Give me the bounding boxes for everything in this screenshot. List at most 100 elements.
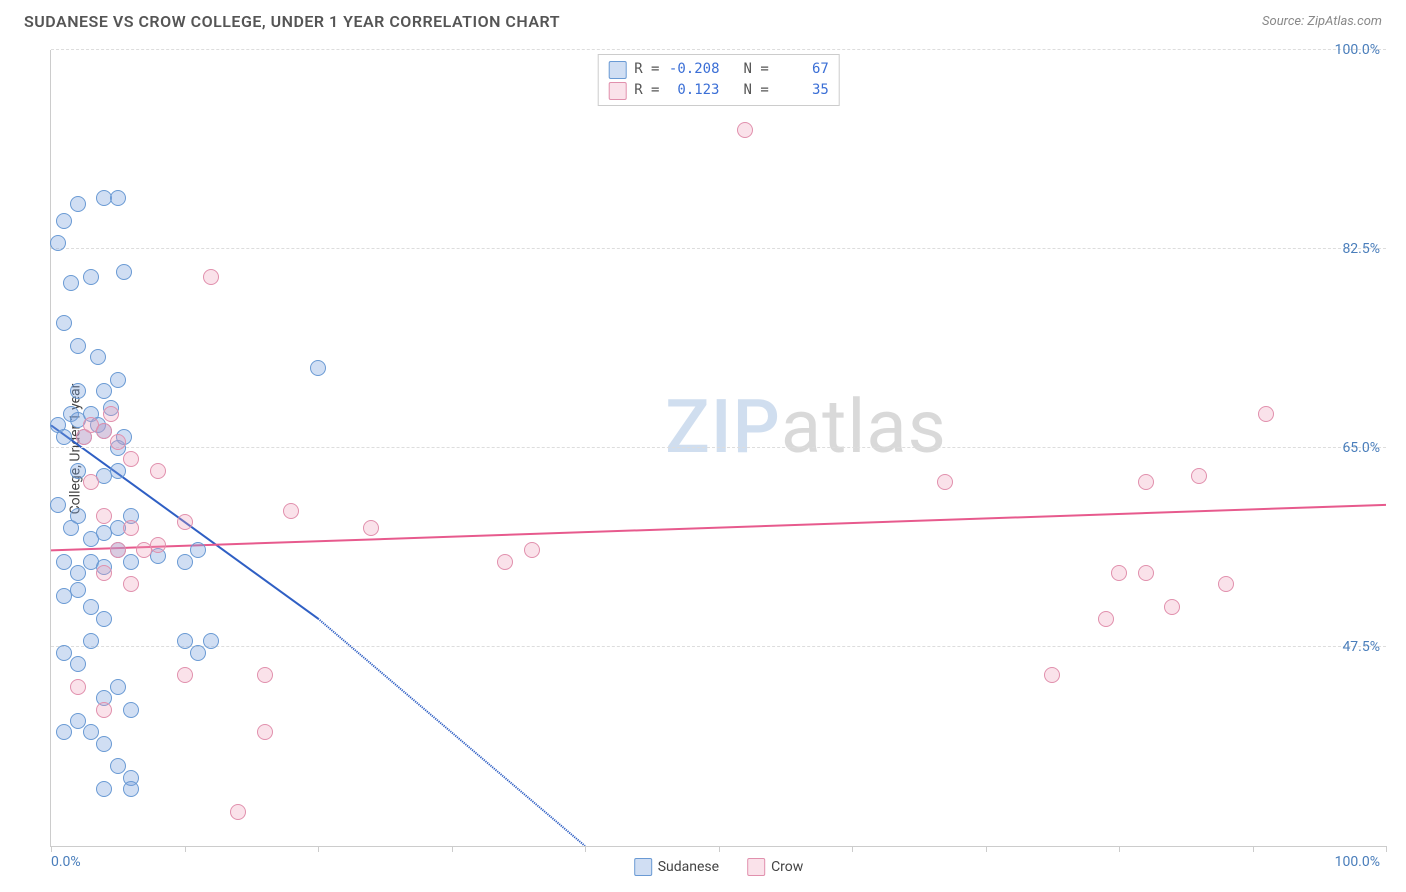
point-sudanese bbox=[96, 736, 112, 752]
n-label: N = bbox=[744, 80, 769, 101]
stats-row-crow: R = 0.123 N = 35 bbox=[608, 80, 829, 101]
point-sudanese bbox=[110, 463, 126, 479]
point-crow bbox=[96, 423, 112, 439]
x-tick bbox=[986, 846, 987, 852]
point-crow bbox=[123, 520, 139, 536]
point-sudanese bbox=[70, 565, 86, 581]
bottom-legend: Sudanese Crow bbox=[634, 858, 804, 876]
point-crow bbox=[283, 503, 299, 519]
r-value: 0.123 bbox=[668, 80, 720, 101]
point-crow bbox=[497, 554, 513, 570]
point-crow bbox=[1138, 565, 1154, 581]
x-tick bbox=[585, 846, 586, 852]
point-crow bbox=[363, 520, 379, 536]
gridline bbox=[51, 646, 1386, 647]
r-label: R = bbox=[634, 80, 659, 101]
n-value: 35 bbox=[777, 80, 829, 101]
x-max-label: 100.0% bbox=[1335, 854, 1380, 870]
legend-swatch-sudanese bbox=[634, 858, 652, 876]
x-min-label: 0.0% bbox=[51, 854, 81, 870]
legend-label: Sudanese bbox=[658, 859, 719, 875]
trend-lines bbox=[51, 50, 1386, 846]
point-crow bbox=[203, 269, 219, 285]
point-crow bbox=[257, 667, 273, 683]
point-sudanese bbox=[190, 645, 206, 661]
point-crow bbox=[1191, 468, 1207, 484]
y-tick-label: 65.0% bbox=[1342, 440, 1380, 456]
point-crow bbox=[1258, 406, 1274, 422]
point-crow bbox=[1218, 576, 1234, 592]
x-tick bbox=[452, 846, 453, 852]
n-label: N = bbox=[744, 59, 769, 80]
point-sudanese bbox=[56, 213, 72, 229]
stats-box: R = -0.208 N = 67 R = 0.123 N = 35 bbox=[597, 54, 840, 106]
plot-region: ZIPatlas R = -0.208 N = 67 R = 0.123 N =… bbox=[50, 50, 1386, 847]
point-sudanese bbox=[110, 190, 126, 206]
point-sudanese bbox=[50, 497, 66, 513]
legend-item-crow: Crow bbox=[747, 858, 803, 876]
point-sudanese bbox=[83, 599, 99, 615]
n-value: 67 bbox=[777, 59, 829, 80]
gridline bbox=[51, 447, 1386, 448]
legend-label: Crow bbox=[771, 859, 803, 875]
point-crow bbox=[1111, 565, 1127, 581]
x-tick bbox=[1253, 846, 1254, 852]
y-tick-label: 100.0% bbox=[1335, 42, 1380, 58]
point-crow bbox=[110, 434, 126, 450]
point-crow bbox=[83, 474, 99, 490]
point-crow bbox=[257, 724, 273, 740]
point-crow bbox=[150, 463, 166, 479]
point-crow bbox=[96, 565, 112, 581]
point-sudanese bbox=[110, 679, 126, 695]
point-crow bbox=[1044, 667, 1060, 683]
point-sudanese bbox=[203, 633, 219, 649]
point-sudanese bbox=[50, 235, 66, 251]
point-sudanese bbox=[70, 656, 86, 672]
point-sudanese bbox=[96, 611, 112, 627]
point-crow bbox=[96, 508, 112, 524]
point-sudanese bbox=[96, 781, 112, 797]
point-crow bbox=[177, 667, 193, 683]
point-sudanese bbox=[123, 554, 139, 570]
point-sudanese bbox=[56, 554, 72, 570]
point-crow bbox=[70, 679, 86, 695]
x-tick bbox=[185, 846, 186, 852]
point-sudanese bbox=[70, 713, 86, 729]
r-label: R = bbox=[634, 59, 659, 80]
point-sudanese bbox=[83, 269, 99, 285]
point-crow bbox=[1164, 599, 1180, 615]
watermark-zip: ZIP bbox=[665, 384, 781, 471]
point-crow bbox=[1098, 611, 1114, 627]
point-sudanese bbox=[70, 463, 86, 479]
point-crow bbox=[737, 122, 753, 138]
point-sudanese bbox=[83, 724, 99, 740]
point-sudanese bbox=[63, 275, 79, 291]
point-sudanese bbox=[110, 758, 126, 774]
r-value: -0.208 bbox=[668, 59, 720, 80]
x-tick bbox=[852, 846, 853, 852]
point-sudanese bbox=[70, 508, 86, 524]
x-tick bbox=[1119, 846, 1120, 852]
point-sudanese bbox=[177, 554, 193, 570]
point-crow bbox=[1138, 474, 1154, 490]
legend-swatch-crow bbox=[747, 858, 765, 876]
point-crow bbox=[150, 537, 166, 553]
point-sudanese bbox=[56, 315, 72, 331]
point-crow bbox=[123, 576, 139, 592]
point-sudanese bbox=[310, 360, 326, 376]
stats-row-sudanese: R = -0.208 N = 67 bbox=[608, 59, 829, 80]
chart-area: College, Under 1 year ZIPatlas R = -0.20… bbox=[50, 50, 1386, 847]
point-crow bbox=[177, 514, 193, 530]
point-sudanese bbox=[190, 542, 206, 558]
swatch-crow bbox=[608, 82, 626, 100]
point-sudanese bbox=[56, 645, 72, 661]
header: SUDANESE VS CROW COLLEGE, UNDER 1 YEAR C… bbox=[0, 0, 1406, 39]
point-sudanese bbox=[70, 338, 86, 354]
x-tick bbox=[719, 846, 720, 852]
watermark: ZIPatlas bbox=[665, 384, 947, 471]
point-sudanese bbox=[110, 372, 126, 388]
point-crow bbox=[110, 542, 126, 558]
point-sudanese bbox=[83, 633, 99, 649]
point-crow bbox=[96, 702, 112, 718]
source-citation: Source: ZipAtlas.com bbox=[1262, 14, 1382, 29]
